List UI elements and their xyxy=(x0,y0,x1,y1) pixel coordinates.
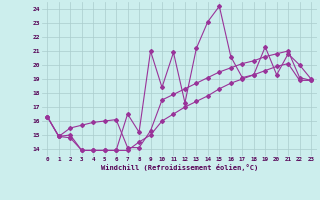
X-axis label: Windchill (Refroidissement éolien,°C): Windchill (Refroidissement éolien,°C) xyxy=(100,164,258,171)
